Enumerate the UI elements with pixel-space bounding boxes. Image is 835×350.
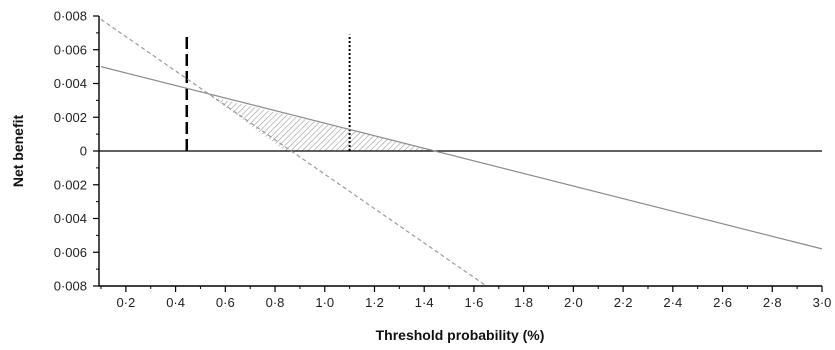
x-axis-title: Threshold probability (%) — [376, 327, 545, 343]
x-tick-label: 1·8 — [514, 295, 533, 310]
y-tick-label: 0·002 — [54, 110, 87, 125]
y-tick-label: 0·008 — [54, 279, 87, 294]
y-tick-label: 0·004 — [54, 76, 87, 91]
x-tick-label: 1·0 — [315, 295, 334, 310]
x-tick-label: 2·0 — [564, 295, 583, 310]
y-tick-label: 0·006 — [54, 42, 87, 57]
solid-series-line — [100, 66, 823, 250]
y-tick-label: 0 — [80, 144, 87, 159]
y-axis-title: Net benefit — [10, 114, 26, 187]
x-tick-label: 0·4 — [166, 295, 185, 310]
y-tick-label: 0·006 — [54, 245, 87, 260]
y-tick-label: 0·008 — [54, 9, 87, 24]
x-tick-label: 0·6 — [216, 295, 235, 310]
x-tick-label: 1·4 — [415, 295, 434, 310]
shaded-region — [211, 97, 437, 151]
x-tick-label: 3·0 — [813, 295, 832, 310]
x-tick-label: 2·2 — [614, 295, 633, 310]
dashed-series-line — [100, 18, 487, 287]
x-tick-label: 0·2 — [116, 295, 135, 310]
x-tick-label: 2·6 — [713, 295, 732, 310]
x-tick-label: 0·8 — [266, 295, 285, 310]
x-tick-label: 2·4 — [663, 295, 682, 310]
y-tick-label: 0·002 — [54, 177, 87, 192]
x-tick-label: 1·2 — [365, 295, 384, 310]
x-tick-label: 2·8 — [763, 295, 782, 310]
y-tick-label: 0·004 — [54, 211, 87, 226]
x-tick-label: 1·6 — [465, 295, 484, 310]
